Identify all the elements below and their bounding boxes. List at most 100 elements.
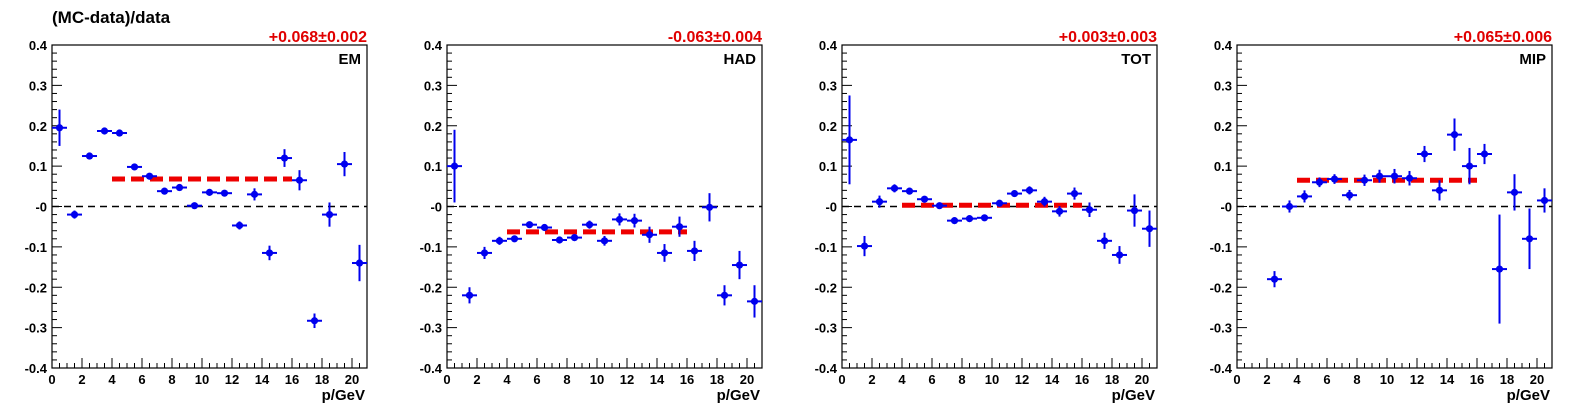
- data-point: [187, 202, 202, 210]
- point-marker: [1435, 186, 1444, 194]
- data-point: [1112, 246, 1127, 264]
- point-marker: [1525, 235, 1534, 243]
- data-point: [277, 149, 292, 167]
- y-tick-label: 0.2: [1214, 119, 1232, 134]
- data-point: [857, 235, 872, 257]
- point-marker: [1300, 192, 1309, 201]
- point-marker: [875, 198, 884, 206]
- x-tick-label: 16: [680, 372, 694, 387]
- y-tick-label: 0.1: [424, 159, 442, 174]
- x-tick-label: 16: [1470, 372, 1484, 387]
- point-marker: [205, 188, 214, 196]
- data-point: [247, 188, 262, 201]
- x-tick-label: 20: [1530, 372, 1544, 387]
- x-tick-label: 12: [1015, 372, 1029, 387]
- data-point: [217, 189, 232, 197]
- x-tick-label: 10: [590, 372, 604, 387]
- point-marker: [130, 163, 139, 171]
- point-marker: [1465, 162, 1474, 170]
- x-tick-label: 14: [255, 372, 270, 387]
- data-point: [1097, 232, 1112, 249]
- data-point: [992, 199, 1007, 207]
- point-marker: [280, 154, 289, 162]
- data-point: [537, 223, 552, 232]
- point-marker: [510, 235, 519, 243]
- point-marker: [265, 249, 274, 257]
- y-tick-label: -0.3: [1210, 321, 1232, 336]
- data-point: [1127, 194, 1142, 227]
- x-tick-label: 10: [1380, 372, 1394, 387]
- x-axis-title: p/GeV: [322, 387, 365, 404]
- point-marker: [890, 184, 899, 192]
- y-tick-label: -0.4: [420, 361, 443, 376]
- point-marker: [645, 231, 654, 239]
- y-tick-label: 0.3: [1214, 78, 1232, 93]
- y-tick-label: 0.3: [29, 78, 47, 93]
- x-axis-title: p/GeV: [717, 387, 760, 404]
- y-tick-label: -0.2: [420, 280, 442, 295]
- x-tick-label: 4: [1293, 372, 1301, 387]
- x-tick-label: 16: [285, 372, 299, 387]
- data-point: [67, 210, 82, 219]
- y-tick-label: -0.4: [25, 361, 48, 376]
- point-marker: [495, 237, 504, 245]
- point-marker: [1025, 186, 1034, 194]
- x-tick-label: 12: [225, 372, 239, 387]
- x-tick-label: 2: [78, 372, 85, 387]
- data-point: [1342, 189, 1357, 201]
- point-marker: [190, 202, 199, 210]
- y-tick-label: -0.4: [815, 361, 838, 376]
- point-marker: [310, 317, 319, 325]
- y-tick-label: -0.1: [25, 240, 47, 255]
- data-point: [582, 220, 597, 229]
- point-marker: [995, 199, 1004, 207]
- point-marker: [355, 259, 364, 267]
- data-point: [522, 221, 537, 229]
- data-point: [112, 129, 127, 137]
- panel-label: HAD: [724, 51, 757, 68]
- x-tick-label: 2: [1263, 372, 1270, 387]
- data-point: [747, 285, 762, 318]
- point-marker: [100, 127, 109, 135]
- y-tick-label: -0.3: [25, 321, 47, 336]
- point-marker: [340, 160, 349, 168]
- point-marker: [935, 202, 944, 210]
- data-point: [127, 163, 142, 171]
- y-tick-label: 0.4: [29, 38, 48, 53]
- y-tick-label: -0.2: [25, 280, 47, 295]
- data-point: [172, 183, 187, 192]
- x-tick-label: 18: [710, 372, 724, 387]
- x-tick-label: 20: [345, 372, 359, 387]
- data-point: [717, 285, 732, 306]
- point-marker: [85, 152, 94, 160]
- point-marker: [145, 172, 154, 180]
- point-marker: [720, 291, 729, 299]
- point-marker: [1315, 178, 1324, 186]
- y-tick-label: -0.1: [1210, 240, 1232, 255]
- y-tick-label: -0.3: [420, 321, 442, 336]
- data-point: [1312, 177, 1327, 188]
- x-tick-label: 2: [473, 372, 480, 387]
- data-point: [1432, 180, 1447, 201]
- data-point: [842, 95, 857, 185]
- data-point: [1082, 202, 1097, 217]
- data-point: [142, 172, 157, 180]
- point-marker: [660, 249, 669, 257]
- data-point: [597, 235, 612, 246]
- panel-em: -0.4 -0.3 -0.2 -0.1 -0 0.1 0.2 0.3 0.4 0 2 4 6 8 10 12 1…: [25, 29, 368, 404]
- x-tick-label: 14: [1440, 372, 1455, 387]
- panel-label: EM: [339, 51, 362, 68]
- data-point: [447, 129, 462, 203]
- data-point: [1142, 210, 1157, 247]
- point-marker: [1115, 251, 1124, 259]
- fit-value-label: +0.068±0.002: [269, 29, 367, 46]
- data-point: [1037, 196, 1052, 207]
- point-marker: [480, 249, 489, 257]
- point-marker: [690, 247, 699, 255]
- point-marker: [1285, 202, 1294, 211]
- point-marker: [465, 291, 474, 299]
- y-tick-label: -0.1: [420, 240, 442, 255]
- data-point: [1387, 168, 1402, 184]
- data-point: [1417, 145, 1432, 163]
- point-marker: [585, 221, 594, 229]
